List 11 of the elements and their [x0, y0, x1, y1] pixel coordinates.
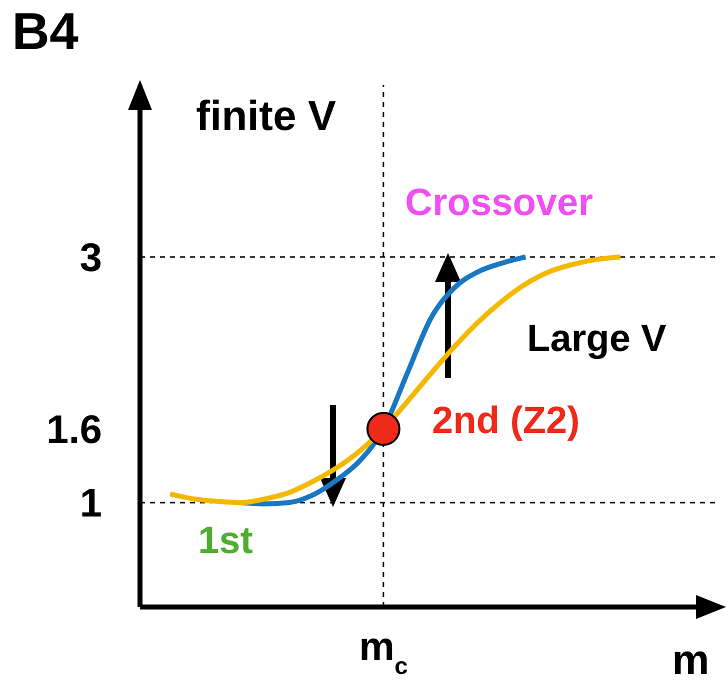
x-axis-title: m — [672, 636, 710, 684]
annotation: Large V — [527, 318, 666, 361]
y-axis-title: finite V — [196, 92, 336, 140]
y-tick-label: 1.6 — [46, 408, 102, 452]
annotation: 2nd (Z2) — [432, 400, 580, 443]
x-tick-label: m$_{c}$ — [358, 625, 408, 680]
annotation: 1st — [198, 520, 253, 563]
annotation: Crossover — [405, 182, 593, 225]
y-tick-label: 3 — [80, 236, 102, 280]
chart-title: B4 — [12, 2, 78, 62]
y-tick-label: 1 — [80, 482, 102, 526]
